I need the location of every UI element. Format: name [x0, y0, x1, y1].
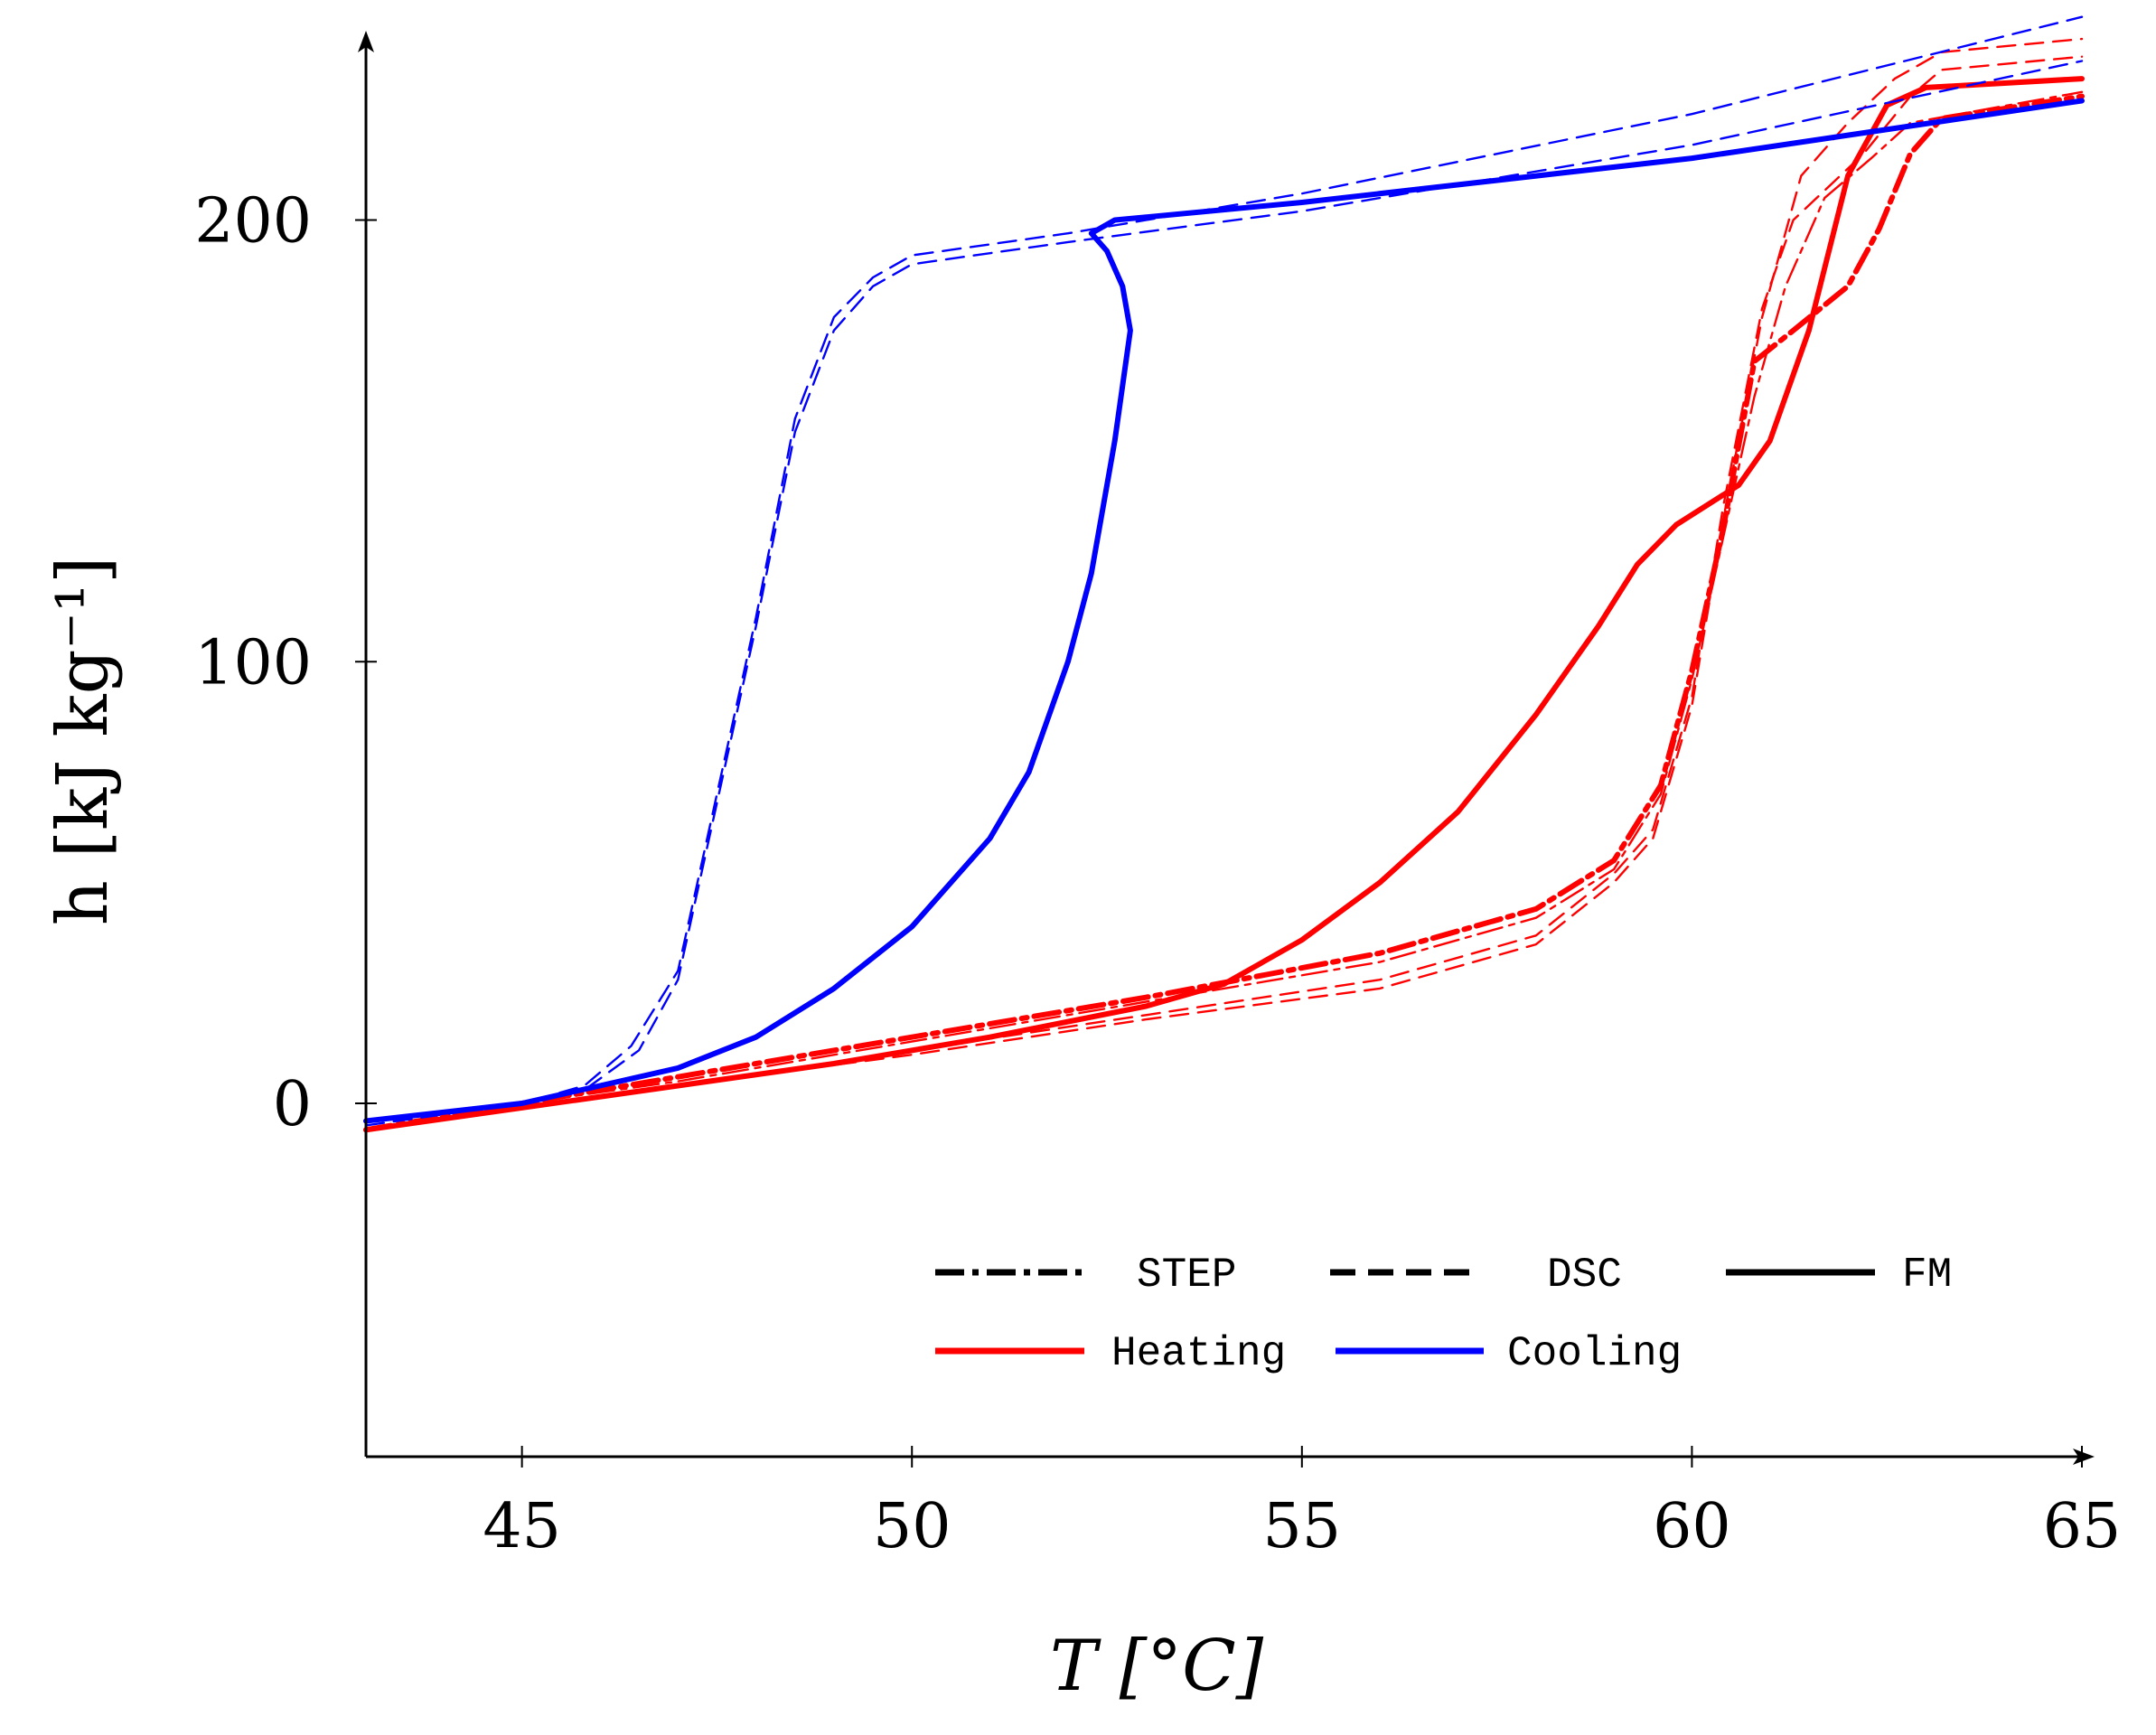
x-axis-arrow [2073, 1449, 2095, 1465]
y-tick-label: 100 [194, 627, 312, 699]
legend-fm-label: FM [1902, 1252, 1952, 1299]
series-line-2 [364, 90, 2084, 1131]
y-axis-label: h [kJ kg⁻¹] [42, 557, 124, 926]
x-tick-label: 60 [1653, 1491, 1731, 1562]
series-line-7 [364, 60, 2084, 1127]
x-axis-label: T [°C] [1050, 1626, 1264, 1707]
series-layer [363, 15, 2085, 1133]
x-tick-label: 55 [1263, 1491, 1342, 1562]
y-tick-label: 200 [194, 186, 312, 258]
x-tick-label: 45 [483, 1491, 561, 1562]
legend: STEP DSC FM Heating Cooling [935, 1252, 1952, 1377]
legend-heating-label: Heating [1111, 1330, 1286, 1377]
y-axis-arrow [358, 31, 374, 52]
series-line-3 [364, 55, 2084, 1131]
y-tick-label: 0 [273, 1069, 312, 1140]
legend-step-label: STEP [1137, 1252, 1236, 1299]
series-line-5 [363, 98, 2085, 1124]
tick-layer: 45 50 55 60 65 0 100 200 [194, 186, 2121, 1563]
series-line-4 [364, 37, 2084, 1131]
series-line-0 [363, 76, 2085, 1133]
x-tick-label: 50 [873, 1491, 951, 1562]
x-tick-label: 65 [2043, 1491, 2122, 1562]
legend-dsc-label: DSC [1547, 1252, 1622, 1299]
series-line-6 [364, 15, 2084, 1122]
series-line-1 [363, 93, 2085, 1133]
legend-cooling-label: Cooling [1507, 1330, 1682, 1377]
